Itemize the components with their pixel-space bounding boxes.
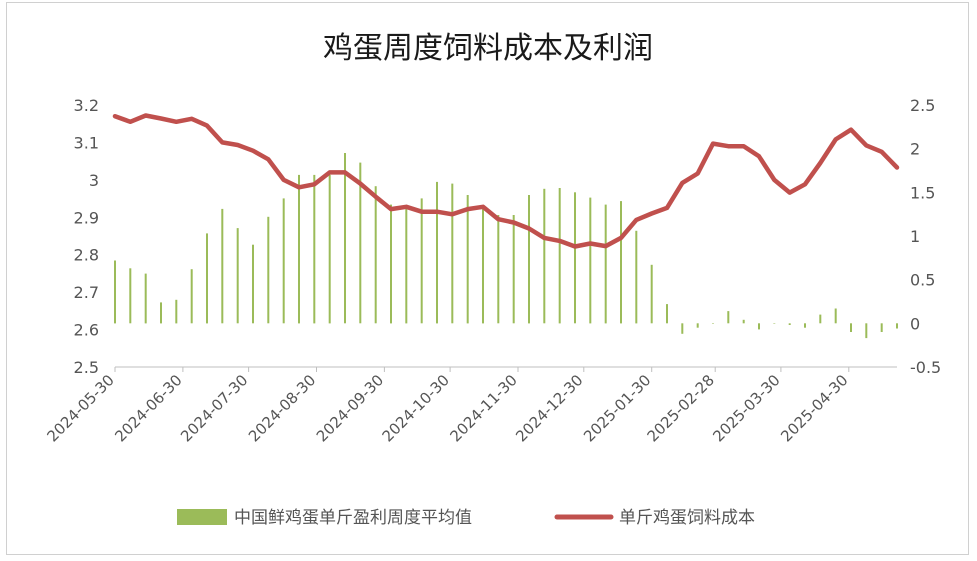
bar: [819, 314, 822, 324]
left-tick-label: 3.1: [74, 133, 99, 152]
x-tick-label: 2025-03-30: [709, 371, 783, 445]
chart-title: 鸡蛋周度饲料成本及利润: [323, 31, 653, 66]
bar: [528, 195, 530, 324]
bar: [696, 323, 699, 328]
cost-line: [112, 113, 900, 249]
bar: [880, 323, 883, 332]
bar: [175, 299, 178, 324]
bar: [834, 308, 837, 324]
bar: [804, 323, 806, 328]
left-tick-label: 2.8: [74, 246, 99, 265]
bar: [206, 233, 208, 324]
left-tick-label: 3.2: [74, 96, 99, 115]
bar: [574, 192, 576, 324]
bar: [267, 216, 270, 324]
axes-layer: 2.52.62.72.82.933.13.2-0.500.511.522.520…: [43, 96, 941, 445]
bar: [788, 323, 791, 325]
bar: [604, 204, 607, 324]
bar: [160, 302, 162, 324]
bar: [543, 188, 546, 324]
bar: [896, 323, 898, 329]
bar: [773, 323, 776, 324]
legend-bar-swatch: [177, 509, 227, 525]
left-tick-label: 3: [89, 171, 99, 190]
left-tick-label: 2.7: [74, 283, 99, 302]
bar: [620, 201, 622, 324]
x-tick-label: 2024-10-30: [379, 371, 453, 445]
bar: [512, 215, 515, 324]
x-tick-label: 2024-06-30: [111, 371, 185, 445]
x-tick-label: 2025-04-30: [777, 371, 851, 445]
bar: [190, 269, 193, 324]
bar: [712, 323, 714, 324]
bar: [252, 244, 254, 324]
bar: [635, 230, 638, 324]
bars-layer: [114, 153, 898, 339]
bar: [558, 188, 561, 324]
right-tick-label: 0: [910, 314, 920, 333]
legend-bar-label: 中国鲜鸡蛋单斤盈利周度平均值: [234, 508, 472, 528]
x-tick-label: 2024-11-30: [446, 371, 520, 445]
bar: [328, 174, 331, 324]
x-tick-label: 2024-09-30: [313, 371, 387, 445]
right-tick-label: 1: [910, 227, 920, 246]
bar: [359, 162, 362, 324]
bar: [374, 186, 377, 324]
bar: [650, 264, 653, 324]
right-tick-label: -0.5: [910, 358, 941, 377]
bar: [313, 174, 316, 324]
x-tick-label: 2024-07-30: [177, 371, 251, 445]
bar: [236, 228, 239, 324]
x-tick-label: 2025-01-30: [580, 371, 654, 445]
bar: [758, 323, 760, 330]
chart-frame: 鸡蛋周度饲料成本及利润 2.5 2.6 2.7 2.8 2.9 3 3.1 3.2 -0.5 0 0…: [6, 2, 969, 555]
bar: [850, 323, 852, 332]
left-tick-label: 2.6: [74, 321, 99, 340]
bar: [497, 215, 500, 324]
bar: [742, 319, 745, 324]
bar: [129, 268, 132, 324]
left-tick-label: 2.5: [74, 358, 99, 377]
legend-line-label: 单斤鸡蛋饲料成本: [619, 508, 755, 528]
bar: [221, 208, 224, 324]
bar: [405, 208, 408, 324]
bar: [390, 204, 392, 324]
x-tick-label: 2025-02-28: [644, 371, 718, 445]
right-tick-label: 2.5: [910, 96, 935, 115]
bar: [420, 198, 423, 324]
bar: [666, 304, 668, 324]
left-tick-label: 2.9: [74, 208, 99, 227]
bar: [282, 198, 285, 324]
line-layer: [112, 113, 900, 249]
bar: [144, 273, 147, 324]
bar: [589, 197, 592, 324]
bar: [451, 183, 454, 324]
bar: [865, 323, 868, 339]
chart-svg: 鸡蛋周度饲料成本及利润 2.5 2.6 2.7 2.8 2.9 3 3.1 3.2 -0.5 0 0…: [43, 31, 941, 528]
bar: [727, 311, 730, 324]
bar: [344, 153, 346, 324]
bar: [298, 174, 300, 324]
bar: [482, 207, 484, 324]
x-tick-label: 2024-12-30: [512, 371, 586, 445]
right-tick-label: 0.5: [910, 271, 935, 290]
right-tick-label: 1.5: [910, 183, 935, 202]
bar: [436, 181, 438, 324]
bar: [114, 260, 116, 324]
x-tick-label: 2024-05-30: [43, 371, 117, 445]
right-tick-label: 2: [910, 140, 920, 159]
bar: [681, 323, 684, 334]
legend: 中国鲜鸡蛋单斤盈利周度平均值 单斤鸡蛋饲料成本: [177, 508, 755, 528]
bar: [466, 195, 469, 324]
x-tick-label: 2024-08-30: [245, 371, 319, 445]
